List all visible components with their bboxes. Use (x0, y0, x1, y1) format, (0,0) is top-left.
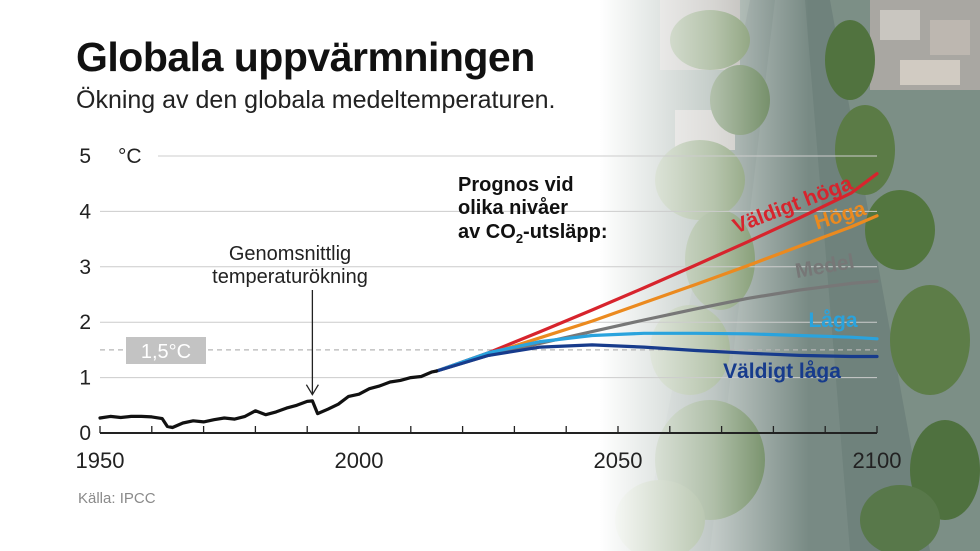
forecast-heading-line2: olika nivåer (458, 196, 568, 219)
page-title: Globala uppvärmningen (76, 34, 535, 80)
flood-photo (600, 0, 980, 551)
forecast-heading-line1: Prognos vid (458, 174, 574, 196)
annotation-arrowhead (305, 384, 319, 396)
x-tick-2050: 2050 (594, 448, 643, 473)
y-tick-1: 1 (79, 367, 91, 390)
series-label-medium: Medel (794, 250, 857, 283)
page-subtitle: Ökning av den globala medeltemperaturen. (76, 86, 556, 114)
y-tick-2: 2 (79, 311, 91, 334)
y-tick-3: 3 (79, 256, 91, 279)
y-tick-4: 4 (79, 200, 91, 223)
y-axis-unit: °C (118, 145, 142, 168)
x-tick-1950: 1950 (76, 448, 125, 473)
threshold-label-box (126, 337, 206, 364)
forecast-line-0 (435, 172, 879, 373)
series-label-low: Låga (808, 309, 857, 332)
forecast-line-4 (435, 343, 879, 373)
x-tick-2100: 2100 (853, 448, 902, 473)
forecast-line-3 (435, 331, 879, 373)
x-tick-2000: 2000 (335, 448, 384, 473)
source-note: Källa: IPCC (78, 490, 156, 507)
forecast-heading-line3: av CO2-utsläpp: (458, 221, 607, 246)
y-tick-5: 5 (79, 145, 91, 168)
annotation-line1: Genomsnittlig (229, 243, 351, 265)
threshold-label: 1,5°C (141, 341, 191, 363)
annotation-line2: temperaturökning (212, 266, 368, 288)
series-label-very-low: Väldigt låga (723, 360, 841, 383)
observed-line (98, 369, 439, 430)
forecast-line-2 (435, 279, 879, 373)
y-tick-0: 0 (79, 422, 91, 445)
